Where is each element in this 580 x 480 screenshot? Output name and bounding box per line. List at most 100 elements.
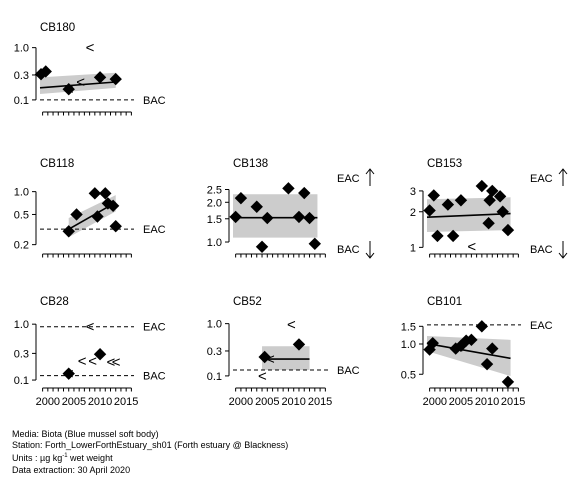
less-than-marker: <: [258, 368, 267, 385]
confidence-band: [233, 194, 318, 238]
y-tick-label: 2.5: [207, 184, 222, 196]
x-tick-label: 2005: [255, 396, 279, 408]
less-than-marker: <: [266, 351, 275, 368]
x-tick-label: 2015: [114, 396, 138, 408]
data-point: [250, 200, 263, 213]
trend-line: [426, 342, 511, 360]
data-point: [70, 208, 83, 221]
media-label: Media: Biota (Blue mussel soft body): [12, 429, 159, 439]
data-point: [292, 338, 306, 351]
y-tick-label: 0.1: [14, 95, 29, 107]
y-tick-label: 0.3: [14, 70, 29, 82]
data-point: [427, 189, 440, 202]
data-point: [292, 210, 306, 224]
data-point: [423, 204, 436, 217]
data-point: [501, 375, 515, 389]
less-than-marker: <: [454, 340, 463, 357]
x-tick-label: 2015: [501, 396, 525, 408]
less-than-marker: <: [65, 81, 74, 98]
data-point: [298, 186, 311, 200]
data-point: [109, 220, 122, 233]
x-tick-label: 2010: [88, 396, 112, 408]
panel-cb101: CB101 EAC <1.5 1.0 0.5 2000 2005 2010 2015: [401, 296, 553, 408]
y-tick-label: 1.5: [207, 214, 222, 226]
data-point: [106, 199, 120, 213]
y-tick-label: 1.0: [401, 339, 416, 351]
y-tick-label: 1.0: [14, 43, 29, 55]
less-than-marker: <: [78, 353, 87, 370]
y-tick-label: 0.1: [14, 375, 29, 387]
data-point: [99, 187, 112, 200]
eac-label: EAC: [143, 322, 166, 334]
eac-label: EAC: [530, 173, 553, 185]
y-tick-label: 1.0: [14, 319, 29, 331]
x-tick-label: 2010: [475, 396, 499, 408]
panel-title: CB118: [40, 158, 74, 170]
data-point: [258, 350, 271, 364]
x-tick-label: 2015: [308, 396, 332, 408]
bac-label: BAC: [143, 95, 166, 107]
data-point: [426, 336, 439, 350]
data-point: [454, 194, 468, 207]
data-point: [465, 333, 478, 347]
panel-title: CB153: [427, 158, 462, 170]
panel-title: CB101: [427, 296, 462, 308]
data-point: [88, 187, 102, 200]
data-point: [308, 237, 322, 250]
data-point: [62, 225, 75, 238]
panel-cb118: CB118 EAC 1.0 0.5 0.2: [14, 158, 166, 258]
y-tick-label: 0.3: [14, 348, 29, 360]
extraction-label: Data extraction: 30 April 2020: [12, 464, 131, 475]
data-point: [475, 179, 489, 193]
data-point: [93, 348, 107, 361]
bac-label: BAC: [530, 244, 553, 256]
x-tick-label: 2005: [62, 396, 86, 408]
data-point: [303, 211, 316, 225]
y-tick-label: 1.5: [401, 321, 416, 333]
data-point: [483, 194, 496, 207]
y-tick-label: 1.0: [207, 319, 222, 331]
panel-title: CB28: [40, 296, 69, 308]
x-tick-label: 2000: [229, 396, 253, 408]
data-point: [62, 83, 75, 96]
eac-label: EAC: [337, 173, 360, 185]
x-tick-label: 2010: [281, 396, 305, 408]
bac-label: BAC: [143, 371, 166, 383]
panel-title: CB138: [233, 158, 268, 170]
down-arrow-head: [558, 252, 568, 259]
bac-label: BAC: [337, 244, 360, 256]
data-point: [101, 197, 115, 210]
y-tick-label: 0.3: [207, 346, 222, 358]
y-tick-label: 1: [410, 242, 416, 254]
data-point: [34, 68, 48, 81]
y-tick-label: 0.5: [401, 369, 416, 381]
data-point: [91, 210, 104, 223]
y-tick-label: 2: [410, 207, 416, 219]
less-than-marker: <: [107, 354, 116, 371]
trend-line: [39, 81, 116, 89]
eac-label: EAC: [530, 320, 553, 332]
panel-cb153: CB153 <3 2 1 EAC BAC: [410, 158, 568, 259]
data-point: [501, 223, 515, 237]
data-point: [431, 229, 444, 243]
less-than-marker: <: [88, 353, 97, 370]
less-than-marker: <: [287, 317, 296, 334]
data-point: [93, 71, 107, 84]
data-point: [486, 342, 499, 355]
data-point: [255, 240, 269, 253]
y-tick-label: 0.5: [14, 209, 29, 221]
data-point: [62, 367, 75, 380]
data-point: [493, 190, 507, 203]
data-point: [229, 210, 242, 224]
data-point: [234, 191, 248, 205]
trend-line: [426, 212, 511, 218]
confidence-band: [262, 346, 310, 370]
bac-label: BAC: [337, 365, 360, 377]
data-point: [482, 217, 495, 230]
less-than-marker: <: [76, 74, 85, 91]
panel-title: CB52: [233, 296, 262, 308]
data-point: [446, 229, 460, 243]
